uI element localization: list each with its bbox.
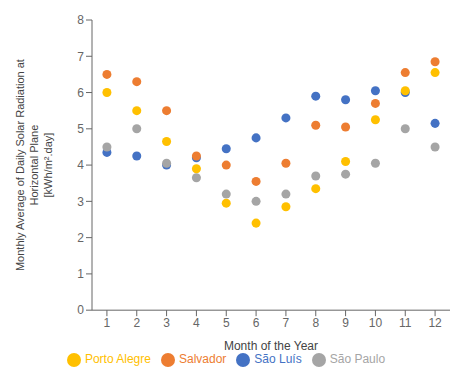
svg-text:11: 11 [399,316,412,330]
svg-text:6: 6 [77,86,84,100]
svg-text:2: 2 [77,231,84,245]
svg-text:10: 10 [369,316,383,330]
html-text:São Paulo: São Paulo [329,352,386,367]
svg-text:6: 6 [253,316,260,330]
svg-text:Monthly Average of Daily Solar: Monthly Average of Daily Solar Radiation… [14,59,54,271]
svg-text:5: 5 [77,122,84,136]
svg-text:0: 0 [77,303,84,317]
svg-text:1: 1 [77,267,84,281]
svg-text:7: 7 [283,316,290,330]
svg-text:4: 4 [193,316,200,330]
svg-text:12: 12 [428,316,442,330]
svg-text:7: 7 [77,50,84,64]
svg-text:3: 3 [77,195,84,209]
svg-text:2: 2 [133,316,140,330]
svg-text:Month of the Year: Month of the Year [224,339,318,353]
svg-text:5: 5 [223,316,230,330]
svg-text:1: 1 [104,316,111,330]
svg-text:9: 9 [342,316,349,330]
svg-text:4: 4 [77,158,84,172]
svg-text:8: 8 [312,316,319,330]
svg-text:3: 3 [163,316,170,330]
svg-text:8: 8 [77,13,84,27]
html-text:Salvador: Salvador [179,352,227,367]
html-text:São Luís: São Luís [254,352,302,367]
html-text:Porto Alegre: Porto Alegre [84,352,151,367]
